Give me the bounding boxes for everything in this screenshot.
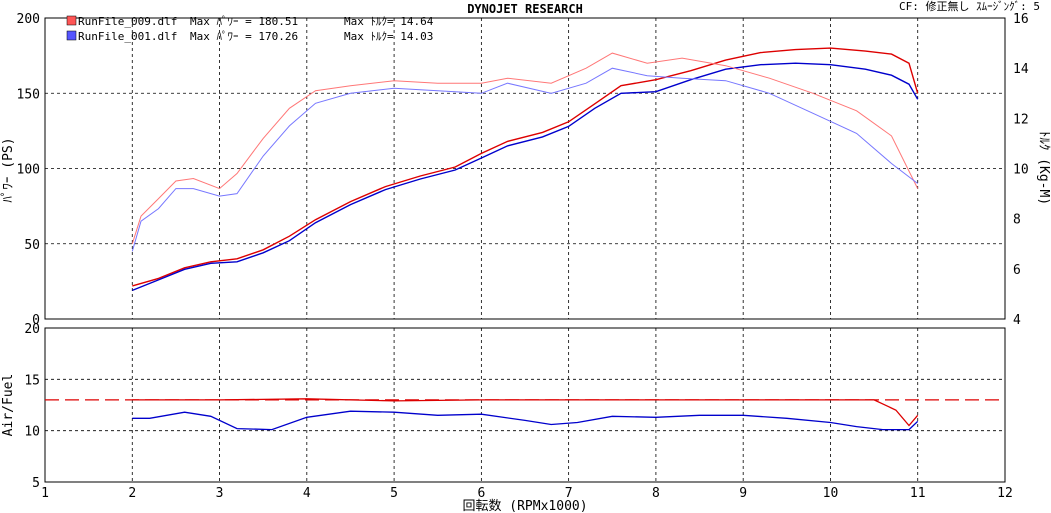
y2-tick-label: 14 bbox=[1013, 62, 1029, 77]
chart-title: DYNOJET RESEARCH bbox=[467, 2, 583, 16]
power-line-RunFile_001.dlf bbox=[132, 62, 919, 292]
x-tick-label: 4 bbox=[303, 486, 311, 501]
power-line-RunFile_009.dlf bbox=[132, 47, 919, 287]
torque-line-RunFile_001.dlf bbox=[131, 67, 919, 252]
x-tick-label: 10 bbox=[823, 486, 839, 501]
x-tick-label: 2 bbox=[128, 486, 136, 501]
y2-tick-label: 8 bbox=[1013, 213, 1021, 228]
afr-tick-label: 10 bbox=[24, 425, 40, 440]
x-tick-label: 5 bbox=[390, 486, 398, 501]
x-tick-label: 12 bbox=[997, 486, 1013, 501]
legend-swatch-0 bbox=[66, 15, 77, 26]
y-tick-label: 200 bbox=[17, 12, 40, 27]
y2-tick-label: 10 bbox=[1013, 163, 1029, 178]
x-tick-label: 8 bbox=[652, 486, 660, 501]
afr-line-RunFile_001.dlf bbox=[132, 410, 919, 431]
afr-line-RunFile_009.dlf bbox=[132, 398, 919, 427]
y-tick-label: 0 bbox=[32, 313, 40, 328]
legend-power-1: Max ﾊﾟﾜｰ = 170.26 bbox=[190, 30, 298, 43]
x-tick-label: 6 bbox=[477, 486, 485, 501]
y-tick-label: 100 bbox=[17, 163, 40, 178]
afr-axis-label: Air/Fuel bbox=[1, 374, 16, 437]
x-tick-label: 3 bbox=[216, 486, 224, 501]
y2-tick-label: 6 bbox=[1013, 263, 1021, 278]
y-tick-label: 150 bbox=[17, 87, 40, 102]
y2-tick-label: 12 bbox=[1013, 112, 1029, 127]
x-tick-label: 9 bbox=[739, 486, 747, 501]
afr-tick-label: 5 bbox=[32, 476, 40, 491]
x-tick-label: 1 bbox=[41, 486, 49, 501]
legend-power-0: Max ﾊﾟﾜｰ = 180.51 bbox=[190, 15, 298, 28]
legend-file-1: RunFile_001.dlf bbox=[78, 30, 177, 43]
cf-label: CF: 修正無し ｽﾑｰｼﾞﾝｸﾞ: 5 bbox=[899, 0, 1040, 13]
afr-tick-label: 20 bbox=[24, 322, 40, 337]
torque-line-RunFile_009.dlf bbox=[131, 52, 919, 244]
x-tick-label: 11 bbox=[910, 486, 926, 501]
y-axis-label: ﾊﾟﾜｰ (PS) bbox=[1, 137, 16, 202]
y2-axis-label: ﾄﾙｸ (Kg-M) bbox=[1036, 131, 1051, 205]
y-tick-label: 50 bbox=[24, 238, 40, 253]
x-axis-label: 回転数 (RPMx1000) bbox=[462, 499, 587, 513]
y2-tick-label: 4 bbox=[1013, 313, 1021, 328]
y2-tick-label: 16 bbox=[1013, 12, 1029, 27]
afr-tick-label: 15 bbox=[24, 373, 40, 388]
legend-file-0: RunFile_009.dlf bbox=[78, 15, 177, 28]
x-tick-label: 7 bbox=[565, 486, 573, 501]
legend-swatch-1 bbox=[66, 30, 77, 41]
legend: RunFile_009.dlf Max ﾊﾟﾜｰ = 180.51 Max ﾄﾙ… bbox=[66, 15, 434, 43]
legend-torque-1: Max ﾄﾙｸ= 14.03 bbox=[344, 30, 433, 43]
legend-torque-0: Max ﾄﾙｸ= 14.64 bbox=[344, 15, 434, 28]
afr-panel bbox=[44, 327, 1006, 483]
